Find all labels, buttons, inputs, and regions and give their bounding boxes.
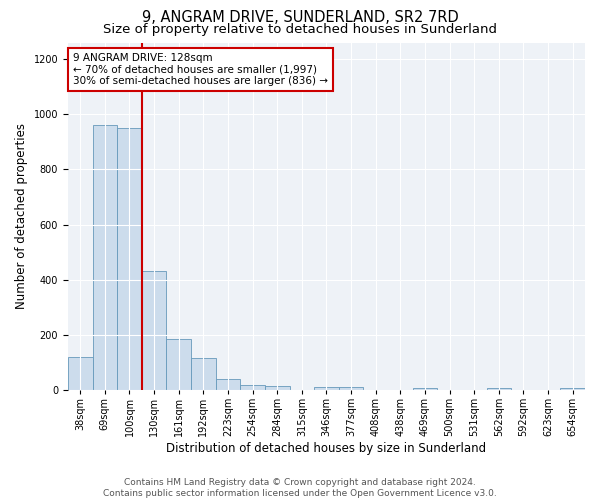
Bar <box>142 272 166 390</box>
X-axis label: Distribution of detached houses by size in Sunderland: Distribution of detached houses by size … <box>166 442 487 455</box>
Bar <box>68 357 92 390</box>
Bar <box>487 388 511 390</box>
Bar <box>413 388 437 390</box>
Bar <box>191 358 215 390</box>
Bar <box>314 386 339 390</box>
Bar <box>240 385 265 390</box>
Bar <box>339 386 364 390</box>
Bar <box>560 388 585 390</box>
Y-axis label: Number of detached properties: Number of detached properties <box>15 124 28 310</box>
Text: Contains HM Land Registry data © Crown copyright and database right 2024.
Contai: Contains HM Land Registry data © Crown c… <box>103 478 497 498</box>
Bar <box>92 126 117 390</box>
Text: 9 ANGRAM DRIVE: 128sqm
← 70% of detached houses are smaller (1,997)
30% of semi-: 9 ANGRAM DRIVE: 128sqm ← 70% of detached… <box>73 53 328 86</box>
Bar <box>117 128 142 390</box>
Bar <box>166 339 191 390</box>
Text: Size of property relative to detached houses in Sunderland: Size of property relative to detached ho… <box>103 22 497 36</box>
Bar <box>265 386 290 390</box>
Bar <box>215 378 240 390</box>
Text: 9, ANGRAM DRIVE, SUNDERLAND, SR2 7RD: 9, ANGRAM DRIVE, SUNDERLAND, SR2 7RD <box>142 10 458 25</box>
